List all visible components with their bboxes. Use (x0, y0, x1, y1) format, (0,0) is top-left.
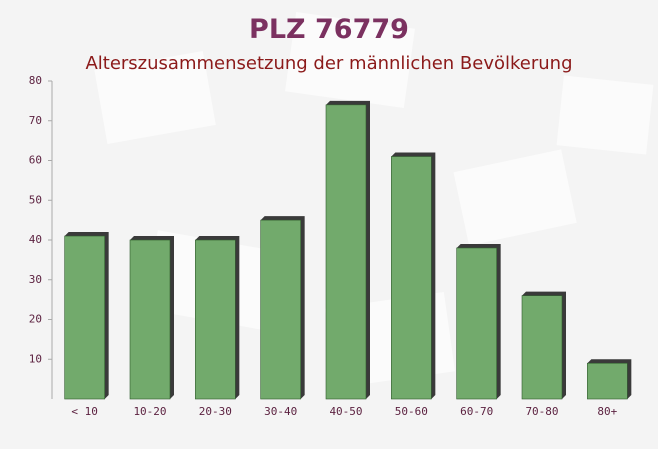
y-tick-label: 70 (29, 114, 42, 127)
x-tick-label: < 10 (71, 405, 98, 418)
bar (64, 235, 105, 400)
y-tick-label: 60 (29, 154, 42, 167)
y-tick-label: 50 (29, 193, 42, 206)
bar (129, 239, 171, 400)
x-tick-label: 80+ (597, 405, 617, 418)
y-tick-label: 20 (29, 313, 42, 326)
x-tick-label: 70-80 (525, 405, 558, 418)
y-tick-label: 40 (29, 233, 42, 246)
x-tick-label: 20-30 (199, 405, 232, 418)
bar (391, 156, 432, 400)
bar (325, 104, 367, 400)
chart-subtitle: Alterszusammensetzung der männlichen Bev… (85, 53, 572, 74)
bar (260, 219, 301, 400)
x-tick-label: 50-60 (395, 405, 428, 418)
y-tick-label: 10 (29, 352, 42, 365)
x-tick-label: 10-20 (133, 405, 166, 418)
bar (521, 295, 563, 400)
x-tick-label: 60-70 (460, 405, 493, 418)
x-tick-label: 40-50 (329, 405, 362, 418)
chart-title: PLZ 76779 (249, 14, 409, 45)
y-tick-label: 80 (29, 74, 42, 87)
bar (456, 247, 497, 400)
bar (195, 239, 236, 400)
bar (587, 362, 628, 400)
x-tick-label: 30-40 (264, 405, 297, 418)
y-tick-label: 30 (29, 273, 42, 286)
